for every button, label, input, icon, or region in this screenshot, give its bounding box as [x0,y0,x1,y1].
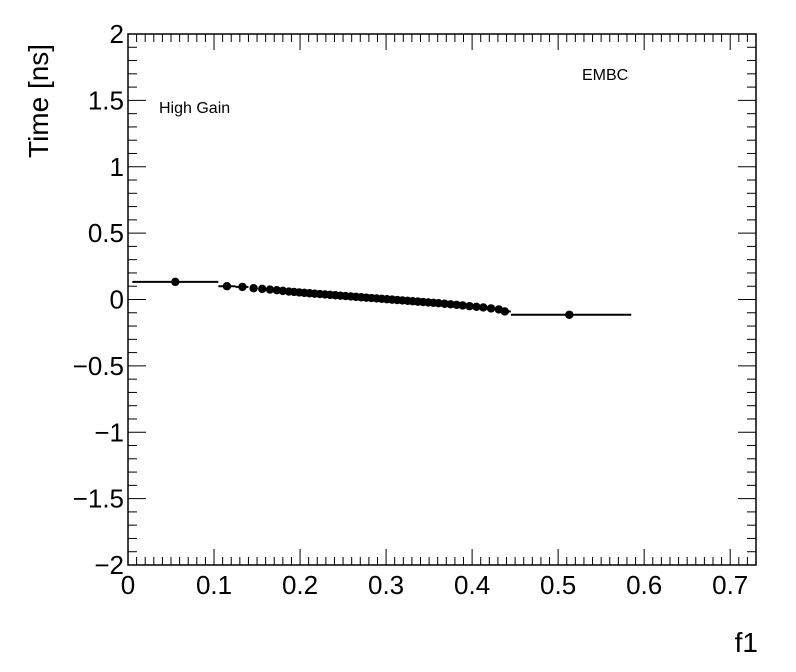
y-tick-label: 2 [110,19,124,49]
y-tick-label: 0 [110,285,124,315]
y-tick-label: 1.5 [88,85,124,115]
y-axis-title: Time [ns] [23,44,54,158]
data-point [472,302,481,312]
data-point [265,285,275,294]
data-point [222,282,232,291]
axis-ticks [127,33,757,566]
x-tick-label: 0.5 [540,570,576,600]
x-tick-label: 0.2 [282,570,318,600]
y-tick-label: 1 [110,152,124,182]
y-tick-labels: −2 −1.5 −1 −0.5 0 0.5 1 1.5 2 [73,19,124,580]
data-point [440,299,449,308]
x-tick-label: 0.6 [626,570,662,600]
data-point [479,303,488,312]
data-point [500,307,509,316]
data-point [258,284,267,294]
x-tick-labels: 0 0.1 0.2 0.3 0.4 0.5 0.6 0.7 [121,570,749,600]
data-markers [171,277,574,319]
y-tick-label: 0.5 [88,218,124,248]
x-tick-label: 0.7 [712,570,748,600]
y-tick-label: −1 [94,417,124,447]
annotation-embc: EMBC [582,67,628,84]
data-point [238,282,247,292]
y-tick-label: −0.5 [73,351,124,381]
data-point [171,277,180,287]
data-point [565,310,574,319]
y-tick-label: −2 [94,550,124,580]
data-point [446,300,455,309]
data-point [486,304,496,313]
x-tick-label: 0 [121,570,135,600]
y-tick-label: −1.5 [73,484,124,514]
x-tick-label: 0.3 [368,570,404,600]
data-point [465,301,474,311]
x-tick-label: 0.1 [196,570,232,600]
data-point [434,299,443,308]
x-tick-label: 0.4 [454,570,490,600]
annotation-high-gain: High Gain [159,100,230,117]
data-point [458,301,467,310]
data-point [249,284,258,293]
x-axis-title: f1 [735,627,758,658]
